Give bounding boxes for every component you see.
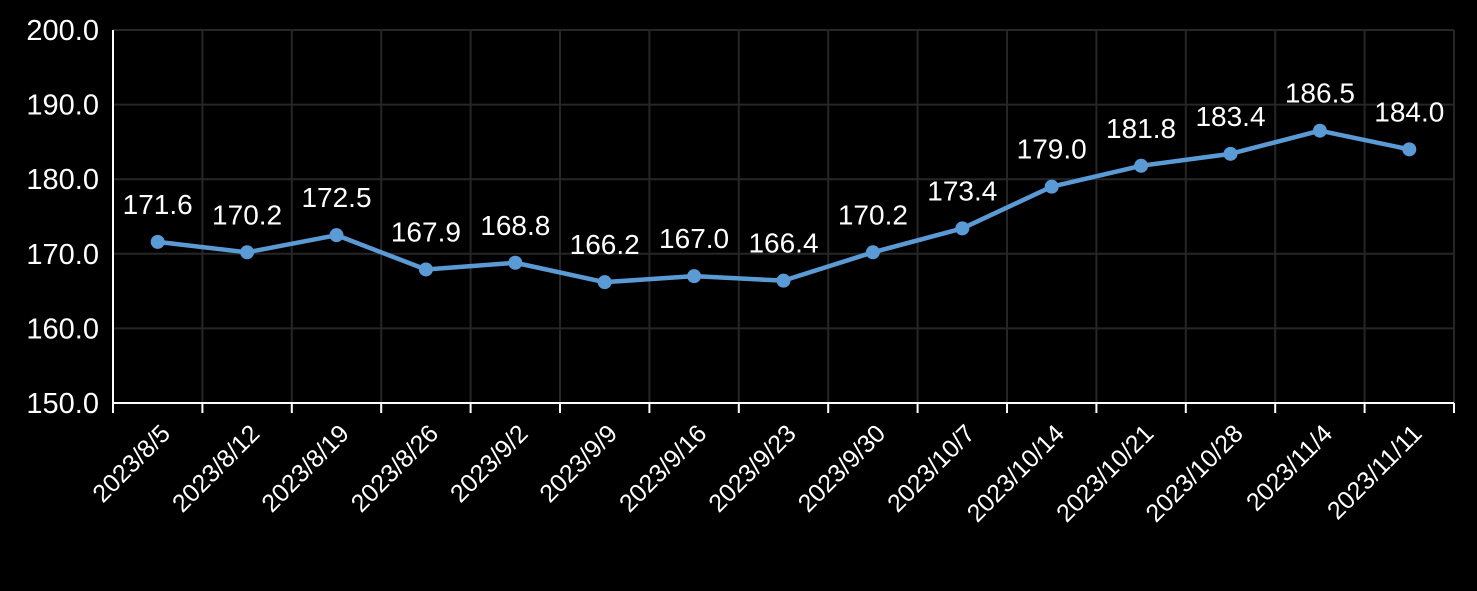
data-point-label: 167.0 bbox=[659, 223, 729, 254]
y-axis-tick-label: 170.0 bbox=[26, 239, 99, 271]
y-axis-tick-label: 180.0 bbox=[26, 164, 99, 196]
data-point-marker bbox=[329, 228, 344, 243]
data-point-label: 173.4 bbox=[927, 175, 997, 206]
y-axis-tick-label: 200.0 bbox=[26, 15, 99, 47]
data-point-label: 186.5 bbox=[1285, 78, 1355, 109]
data-point-marker bbox=[597, 275, 612, 290]
data-point-marker bbox=[1044, 179, 1059, 194]
data-point-marker bbox=[955, 221, 970, 236]
data-point-marker bbox=[1223, 146, 1238, 161]
y-axis-tick-label: 150.0 bbox=[26, 388, 99, 420]
data-point-label: 166.2 bbox=[570, 229, 640, 260]
y-axis-tick-label: 190.0 bbox=[26, 90, 99, 122]
data-point-marker bbox=[1134, 158, 1149, 173]
data-point-label: 183.4 bbox=[1195, 101, 1265, 132]
data-point-label: 171.6 bbox=[123, 189, 193, 220]
data-point-label: 172.5 bbox=[301, 182, 371, 213]
data-point-marker bbox=[508, 255, 523, 270]
data-point-label: 167.9 bbox=[391, 216, 461, 247]
data-point-marker bbox=[418, 262, 433, 277]
data-point-label: 170.2 bbox=[212, 199, 282, 230]
data-point-label: 179.0 bbox=[1017, 134, 1087, 165]
data-point-marker bbox=[1402, 142, 1417, 157]
data-point-label: 184.0 bbox=[1374, 96, 1444, 127]
data-point-label: 170.2 bbox=[838, 199, 908, 230]
data-point-label: 181.8 bbox=[1106, 113, 1176, 144]
data-point-label: 166.4 bbox=[748, 228, 818, 259]
data-point-marker bbox=[865, 245, 880, 260]
data-point-marker bbox=[1312, 123, 1327, 138]
data-point-marker bbox=[240, 245, 255, 260]
data-point-label: 168.8 bbox=[480, 210, 550, 241]
data-point-marker bbox=[687, 269, 702, 284]
y-axis-tick-label: 160.0 bbox=[26, 313, 99, 345]
data-point-marker bbox=[776, 273, 791, 288]
data-point-marker bbox=[150, 234, 165, 249]
